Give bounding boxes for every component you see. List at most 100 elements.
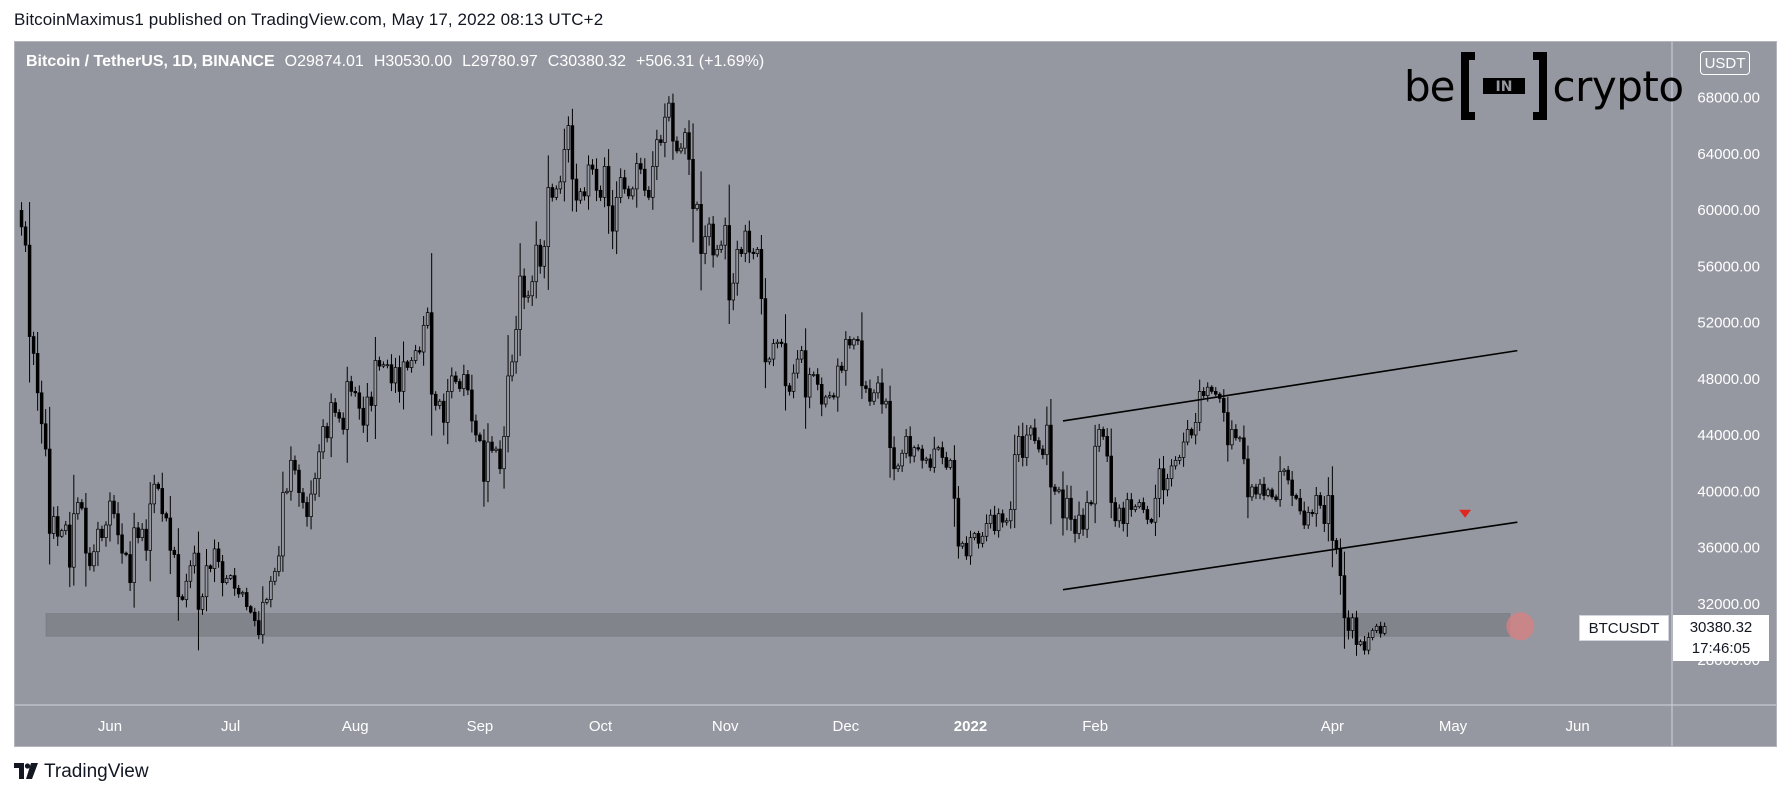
candle-body bbox=[236, 587, 241, 595]
candle bbox=[852, 337, 856, 350]
candle bbox=[715, 244, 719, 258]
candle bbox=[655, 129, 659, 181]
candle bbox=[586, 155, 591, 210]
candle-body bbox=[848, 339, 852, 346]
candle bbox=[1366, 632, 1371, 655]
candle-body bbox=[373, 360, 378, 406]
candle bbox=[1173, 456, 1178, 470]
candle bbox=[1378, 621, 1383, 638]
candle bbox=[1073, 515, 1077, 543]
candle bbox=[755, 247, 760, 258]
candle-body bbox=[655, 139, 659, 167]
candle bbox=[337, 409, 341, 423]
candle-body bbox=[301, 492, 305, 503]
candle bbox=[526, 290, 530, 303]
candle bbox=[570, 108, 575, 212]
channel-support-line[interactable] bbox=[1062, 521, 1518, 591]
candle bbox=[389, 354, 394, 392]
candle-body bbox=[554, 188, 559, 198]
candle bbox=[80, 499, 84, 511]
price-axis-background[interactable] bbox=[1672, 42, 1776, 705]
candle-body bbox=[156, 483, 161, 489]
candle bbox=[248, 604, 253, 614]
candle bbox=[84, 493, 88, 587]
candle-body bbox=[441, 400, 446, 423]
candle bbox=[369, 391, 374, 412]
candle-body bbox=[960, 542, 965, 547]
watermark-in-box: IN bbox=[1460, 52, 1547, 120]
candle-body bbox=[755, 249, 760, 254]
candle-body bbox=[542, 246, 547, 267]
candle bbox=[204, 548, 209, 612]
candle bbox=[1242, 425, 1246, 465]
candle-body bbox=[968, 537, 973, 557]
candle bbox=[1033, 418, 1037, 444]
candle-body bbox=[1250, 486, 1254, 498]
candle-body bbox=[912, 447, 916, 457]
candle-body bbox=[1129, 499, 1134, 510]
candle bbox=[1185, 420, 1190, 446]
candle-body bbox=[188, 565, 193, 582]
candle-body bbox=[1298, 497, 1302, 512]
candle-body bbox=[546, 187, 551, 247]
candle bbox=[908, 426, 912, 464]
candle bbox=[261, 586, 265, 644]
candle-body bbox=[1041, 448, 1045, 456]
candle bbox=[1025, 425, 1029, 466]
candle-body bbox=[216, 548, 221, 562]
ascending-channel[interactable] bbox=[1062, 349, 1518, 591]
candle bbox=[325, 422, 329, 443]
candle-body bbox=[1161, 468, 1166, 491]
candle bbox=[1382, 622, 1387, 636]
candle-body bbox=[992, 514, 997, 531]
candle-body bbox=[787, 385, 792, 392]
candle bbox=[124, 551, 128, 557]
candle-body bbox=[643, 168, 647, 191]
candle bbox=[514, 315, 518, 374]
candle-body bbox=[353, 391, 358, 394]
candle bbox=[912, 445, 916, 463]
candle-body bbox=[1286, 469, 1290, 481]
candle bbox=[1085, 490, 1089, 538]
candle-body bbox=[876, 382, 880, 394]
candle-body bbox=[622, 177, 627, 190]
candle-body bbox=[43, 423, 48, 450]
candle-body bbox=[630, 188, 635, 197]
candle-body bbox=[1097, 429, 1101, 447]
candle bbox=[429, 253, 434, 436]
candle-body bbox=[104, 524, 108, 539]
candle-body bbox=[192, 552, 197, 567]
candle bbox=[1065, 485, 1069, 531]
candle-body bbox=[1137, 502, 1142, 508]
candle-body bbox=[257, 620, 261, 636]
candle bbox=[333, 398, 337, 417]
candle bbox=[1350, 613, 1355, 639]
candle-body bbox=[1165, 478, 1170, 491]
candle-body bbox=[289, 459, 293, 492]
candle bbox=[904, 428, 908, 459]
candle-body bbox=[486, 441, 490, 482]
watermark-in-text: IN bbox=[1495, 79, 1512, 95]
candle bbox=[437, 399, 442, 410]
candle bbox=[277, 545, 281, 577]
candle bbox=[164, 511, 169, 522]
candle bbox=[948, 458, 953, 470]
candle-body bbox=[39, 392, 44, 425]
tradingview-footer[interactable]: TradingView bbox=[14, 760, 149, 784]
candle-body bbox=[498, 448, 502, 470]
time-axis-background[interactable] bbox=[15, 705, 1776, 746]
price-tick-label: 52000.00 bbox=[1697, 315, 1760, 332]
symbol-legend[interactable]: Bitcoin / TetherUS, 1D, BINANCE O29874.01… bbox=[26, 53, 764, 71]
candle-body bbox=[425, 312, 430, 326]
candle bbox=[932, 436, 937, 473]
candle bbox=[944, 451, 949, 470]
candle bbox=[699, 171, 703, 291]
low-value: 29780.97 bbox=[471, 53, 538, 70]
candle-body bbox=[634, 163, 639, 190]
candle-body bbox=[860, 340, 864, 387]
channel-resistance-line[interactable] bbox=[1062, 349, 1518, 422]
candle-body bbox=[1306, 511, 1310, 526]
currency-badge[interactable]: USDT bbox=[1700, 51, 1750, 75]
candle-body bbox=[956, 497, 961, 547]
